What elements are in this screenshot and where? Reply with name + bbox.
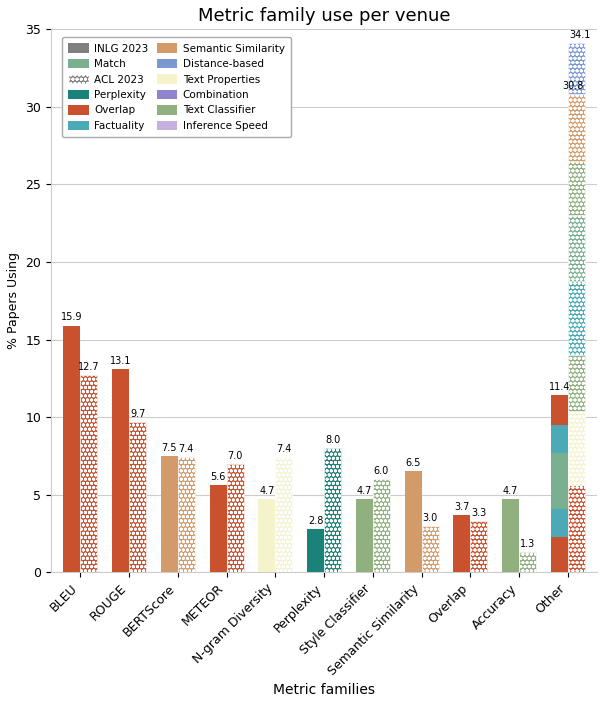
Bar bbox=[471, 521, 487, 572]
Bar bbox=[502, 499, 519, 572]
Bar bbox=[178, 458, 195, 572]
Text: 1.3: 1.3 bbox=[520, 539, 535, 549]
Text: 7.4: 7.4 bbox=[179, 444, 194, 454]
Bar bbox=[568, 355, 585, 411]
Text: 30.8: 30.8 bbox=[562, 82, 583, 92]
Bar bbox=[551, 425, 568, 453]
Bar bbox=[161, 456, 178, 572]
Bar bbox=[568, 94, 585, 161]
Bar bbox=[568, 411, 585, 485]
Text: 6.5: 6.5 bbox=[405, 458, 421, 468]
X-axis label: Metric families: Metric families bbox=[273, 683, 375, 697]
Text: 13.1: 13.1 bbox=[110, 356, 131, 366]
Bar bbox=[551, 396, 568, 425]
Bar bbox=[568, 215, 585, 281]
Text: 4.7: 4.7 bbox=[356, 486, 372, 496]
Bar bbox=[551, 453, 568, 508]
Text: 6.0: 6.0 bbox=[374, 466, 389, 476]
Bar bbox=[210, 485, 226, 572]
Bar bbox=[568, 161, 585, 215]
Bar bbox=[324, 448, 341, 572]
Bar bbox=[405, 472, 422, 572]
Text: 8.0: 8.0 bbox=[325, 435, 340, 445]
Text: 3.0: 3.0 bbox=[422, 513, 438, 522]
Bar bbox=[112, 369, 129, 572]
Text: 5.6: 5.6 bbox=[210, 472, 226, 482]
Bar bbox=[226, 464, 243, 572]
Bar bbox=[422, 526, 439, 572]
Text: 7.0: 7.0 bbox=[228, 451, 243, 460]
Text: 12.7: 12.7 bbox=[78, 362, 100, 372]
Bar bbox=[453, 515, 471, 572]
Text: 7.5: 7.5 bbox=[161, 443, 177, 453]
Legend: INLG 2023, Match, ACL 2023, Perplexity, Overlap, Factuality, Semantic Similarity: INLG 2023, Match, ACL 2023, Perplexity, … bbox=[62, 37, 291, 137]
Bar bbox=[568, 281, 585, 355]
Bar bbox=[356, 499, 373, 572]
Text: 34.1: 34.1 bbox=[569, 30, 591, 40]
Text: 4.7: 4.7 bbox=[259, 486, 274, 496]
Bar bbox=[259, 499, 275, 572]
Bar bbox=[307, 529, 324, 572]
Bar bbox=[80, 375, 97, 572]
Text: 2.8: 2.8 bbox=[308, 516, 323, 526]
Text: 11.4: 11.4 bbox=[548, 382, 570, 392]
Bar bbox=[551, 508, 568, 536]
Bar bbox=[275, 458, 292, 572]
Text: 3.7: 3.7 bbox=[454, 502, 469, 512]
Bar bbox=[129, 422, 146, 572]
Bar bbox=[568, 485, 585, 572]
Y-axis label: % Papers Using: % Papers Using bbox=[7, 252, 20, 349]
Bar bbox=[519, 552, 536, 572]
Bar bbox=[568, 43, 585, 94]
Text: 15.9: 15.9 bbox=[61, 313, 83, 322]
Text: 9.7: 9.7 bbox=[130, 408, 146, 419]
Bar bbox=[63, 325, 80, 572]
Text: 3.3: 3.3 bbox=[471, 508, 486, 518]
Bar bbox=[373, 479, 390, 572]
Bar bbox=[551, 536, 568, 572]
Text: 7.4: 7.4 bbox=[276, 444, 292, 454]
Text: 4.7: 4.7 bbox=[503, 486, 518, 496]
Title: Metric family use per venue: Metric family use per venue bbox=[198, 7, 451, 25]
